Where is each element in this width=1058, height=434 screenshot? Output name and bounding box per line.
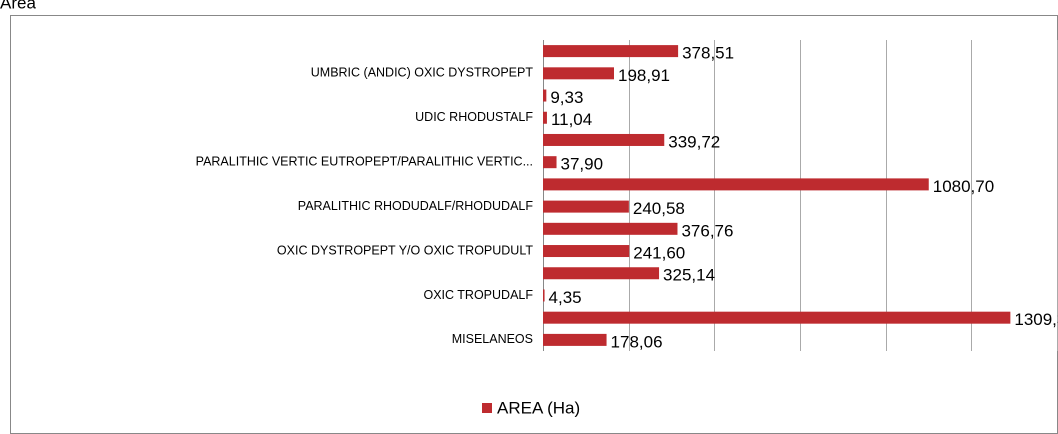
chart-title: Área (0, 0, 36, 12)
bar (543, 178, 929, 191)
bar (543, 311, 1011, 324)
y-tick-label: MISELANEOS (452, 332, 533, 346)
bar (543, 333, 607, 346)
chart-frame (10, 15, 1058, 434)
value-label: 241,60 (633, 244, 685, 263)
bar (543, 267, 660, 280)
bar (543, 45, 679, 58)
bar (543, 222, 678, 235)
bar (543, 67, 614, 80)
bar (543, 245, 630, 258)
value-label: 378,51 (682, 44, 734, 63)
value-label: 11,04 (551, 110, 592, 129)
value-label: 37,90 (561, 155, 604, 174)
value-label: 240,58 (633, 199, 685, 218)
value-label: 178,06 (611, 332, 663, 351)
y-tick-label: PARALITHIC RHODUDALF/RHODUDALF (298, 199, 534, 213)
bar (543, 156, 557, 169)
value-label: 339,72 (668, 132, 720, 151)
bar (543, 289, 545, 302)
value-label: 198,91 (618, 66, 670, 85)
value-label: 1309,35 (1014, 310, 1058, 329)
y-tick-label: UDIC RHODUSTALF (415, 110, 533, 124)
value-label: 4,35 (549, 288, 582, 307)
y-tick-label: PARALITHIC VERTIC EUTROPEPT/PARALITHIC V… (196, 154, 533, 168)
value-label: 1080,70 (933, 177, 994, 196)
value-label: 325,14 (663, 266, 715, 285)
value-label: 9,33 (550, 88, 583, 107)
bar (543, 200, 629, 213)
y-tick-label: UMBRIC (ANDIC) OXIC DYSTROPEPT (311, 66, 534, 80)
legend-label: AREA (Ha) (497, 398, 580, 417)
y-tick-label: OXIC DYSTROPEPT Y/O OXIC TROPUDULT (277, 243, 533, 257)
bar (543, 133, 665, 146)
legend-swatch (482, 403, 492, 413)
y-tick-label: OXIC TROPUDALF (423, 288, 533, 302)
bar (543, 111, 547, 124)
bar (543, 89, 547, 102)
value-label: 376,76 (681, 221, 733, 240)
